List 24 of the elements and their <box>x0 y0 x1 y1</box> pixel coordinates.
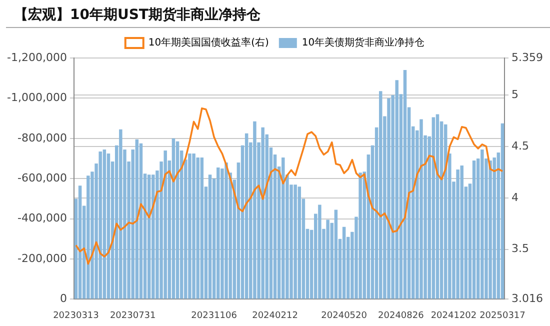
y-tick-label: -1,000,000 <box>7 91 67 104</box>
y-tick-label: -1,200,000 <box>7 50 67 64</box>
y2-tick-label: 5 <box>512 88 519 101</box>
y-tick-label: -600,000 <box>17 171 67 184</box>
y2-tick-label: 4.5 <box>512 139 530 152</box>
y-tick-label: 0 <box>60 292 67 306</box>
y-tick-label: -400,000 <box>17 212 67 225</box>
x-tick-label: 20240520 <box>321 310 368 321</box>
y2-tick-label: 4 <box>512 190 519 204</box>
y2-tick-label: 3.5 <box>512 242 530 256</box>
y2-tick-label: 3.016 <box>512 292 544 306</box>
y2-tick-label: 5.359 <box>512 50 544 64</box>
y-tick-label: -800,000 <box>17 131 67 144</box>
x-tick-label: 20250317 <box>480 310 526 321</box>
x-tick-label: 20230313 <box>53 310 99 321</box>
y-tick-label: -200,000 <box>17 252 67 265</box>
x-tick-label: 20231106 <box>191 310 238 321</box>
legend-label: 10年美债期货非商业净持仓 <box>302 36 425 49</box>
x-tick-label: 20240826 <box>378 310 424 321</box>
x-tick-label: 20240212 <box>252 310 298 321</box>
x-tick-label: 20230731 <box>110 310 156 321</box>
legend-label: 10年期美国国债收益率(右) <box>148 36 269 49</box>
chart-title: 【宏观】10年期UST期货非商业净持仓 <box>14 6 260 24</box>
x-tick-label: 20241202 <box>430 310 477 321</box>
